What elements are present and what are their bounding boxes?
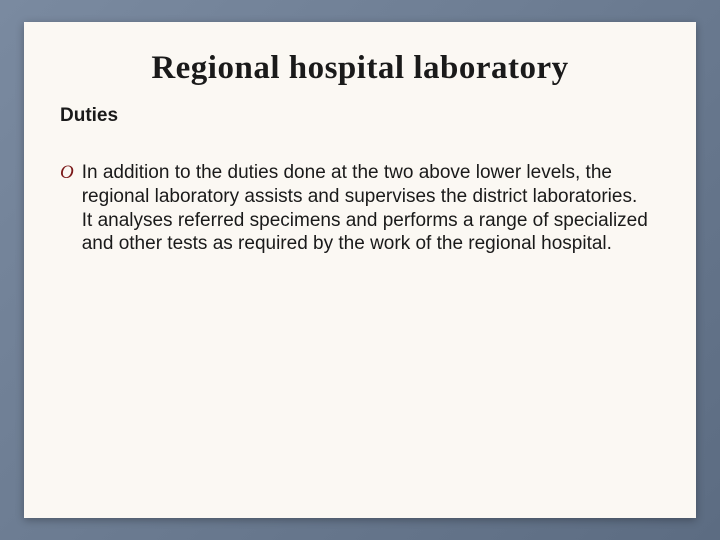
slide-title: Regional hospital laboratory: [68, 50, 652, 87]
bullet-item: O In addition to the duties done at the …: [60, 161, 652, 256]
bullet-marker-icon: O: [60, 162, 74, 184]
slide-container: Regional hospital laboratory Duties O In…: [24, 22, 696, 518]
bullet-text: In addition to the duties done at the tw…: [82, 161, 652, 256]
slide-subtitle: Duties: [60, 105, 652, 127]
